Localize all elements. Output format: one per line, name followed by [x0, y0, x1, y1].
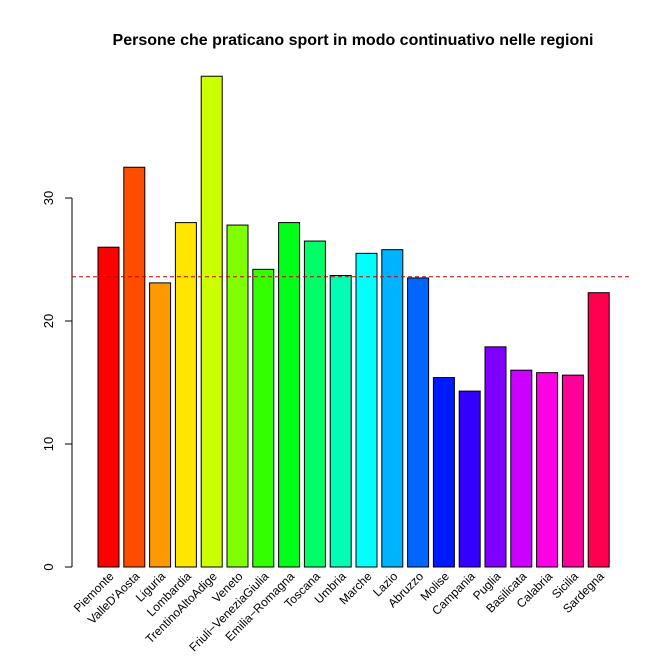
bar: [123, 166, 146, 568]
bar: [226, 224, 249, 568]
y-tick-label: 20: [41, 314, 56, 328]
bar: [329, 274, 352, 568]
bar: [252, 268, 275, 568]
y-axis-ticks: 0 10 20 30: [41, 191, 72, 571]
bar: [587, 292, 610, 568]
chart-title: Persone che praticano sport in modo cont…: [113, 32, 594, 49]
bar: [97, 246, 120, 568]
bar: [510, 369, 533, 568]
bar: [407, 277, 430, 568]
bar: [200, 75, 223, 568]
bar: [536, 372, 559, 568]
bars-group: [97, 75, 610, 568]
bar: [355, 252, 378, 568]
bar: [432, 377, 455, 568]
bar: [278, 222, 301, 568]
y-tick-label: 10: [41, 437, 56, 451]
y-tick-label: 30: [41, 191, 56, 205]
bar: [484, 346, 507, 568]
bar: [458, 390, 481, 568]
x-axis-labels: PiemonteValleD'AostaLiguriaLombardiaTren…: [71, 569, 607, 654]
bar: [149, 282, 172, 568]
bar: [303, 240, 326, 568]
bar: [174, 222, 197, 568]
bar: [381, 249, 404, 568]
bar: [561, 374, 584, 568]
y-tick-label: 0: [41, 563, 56, 570]
